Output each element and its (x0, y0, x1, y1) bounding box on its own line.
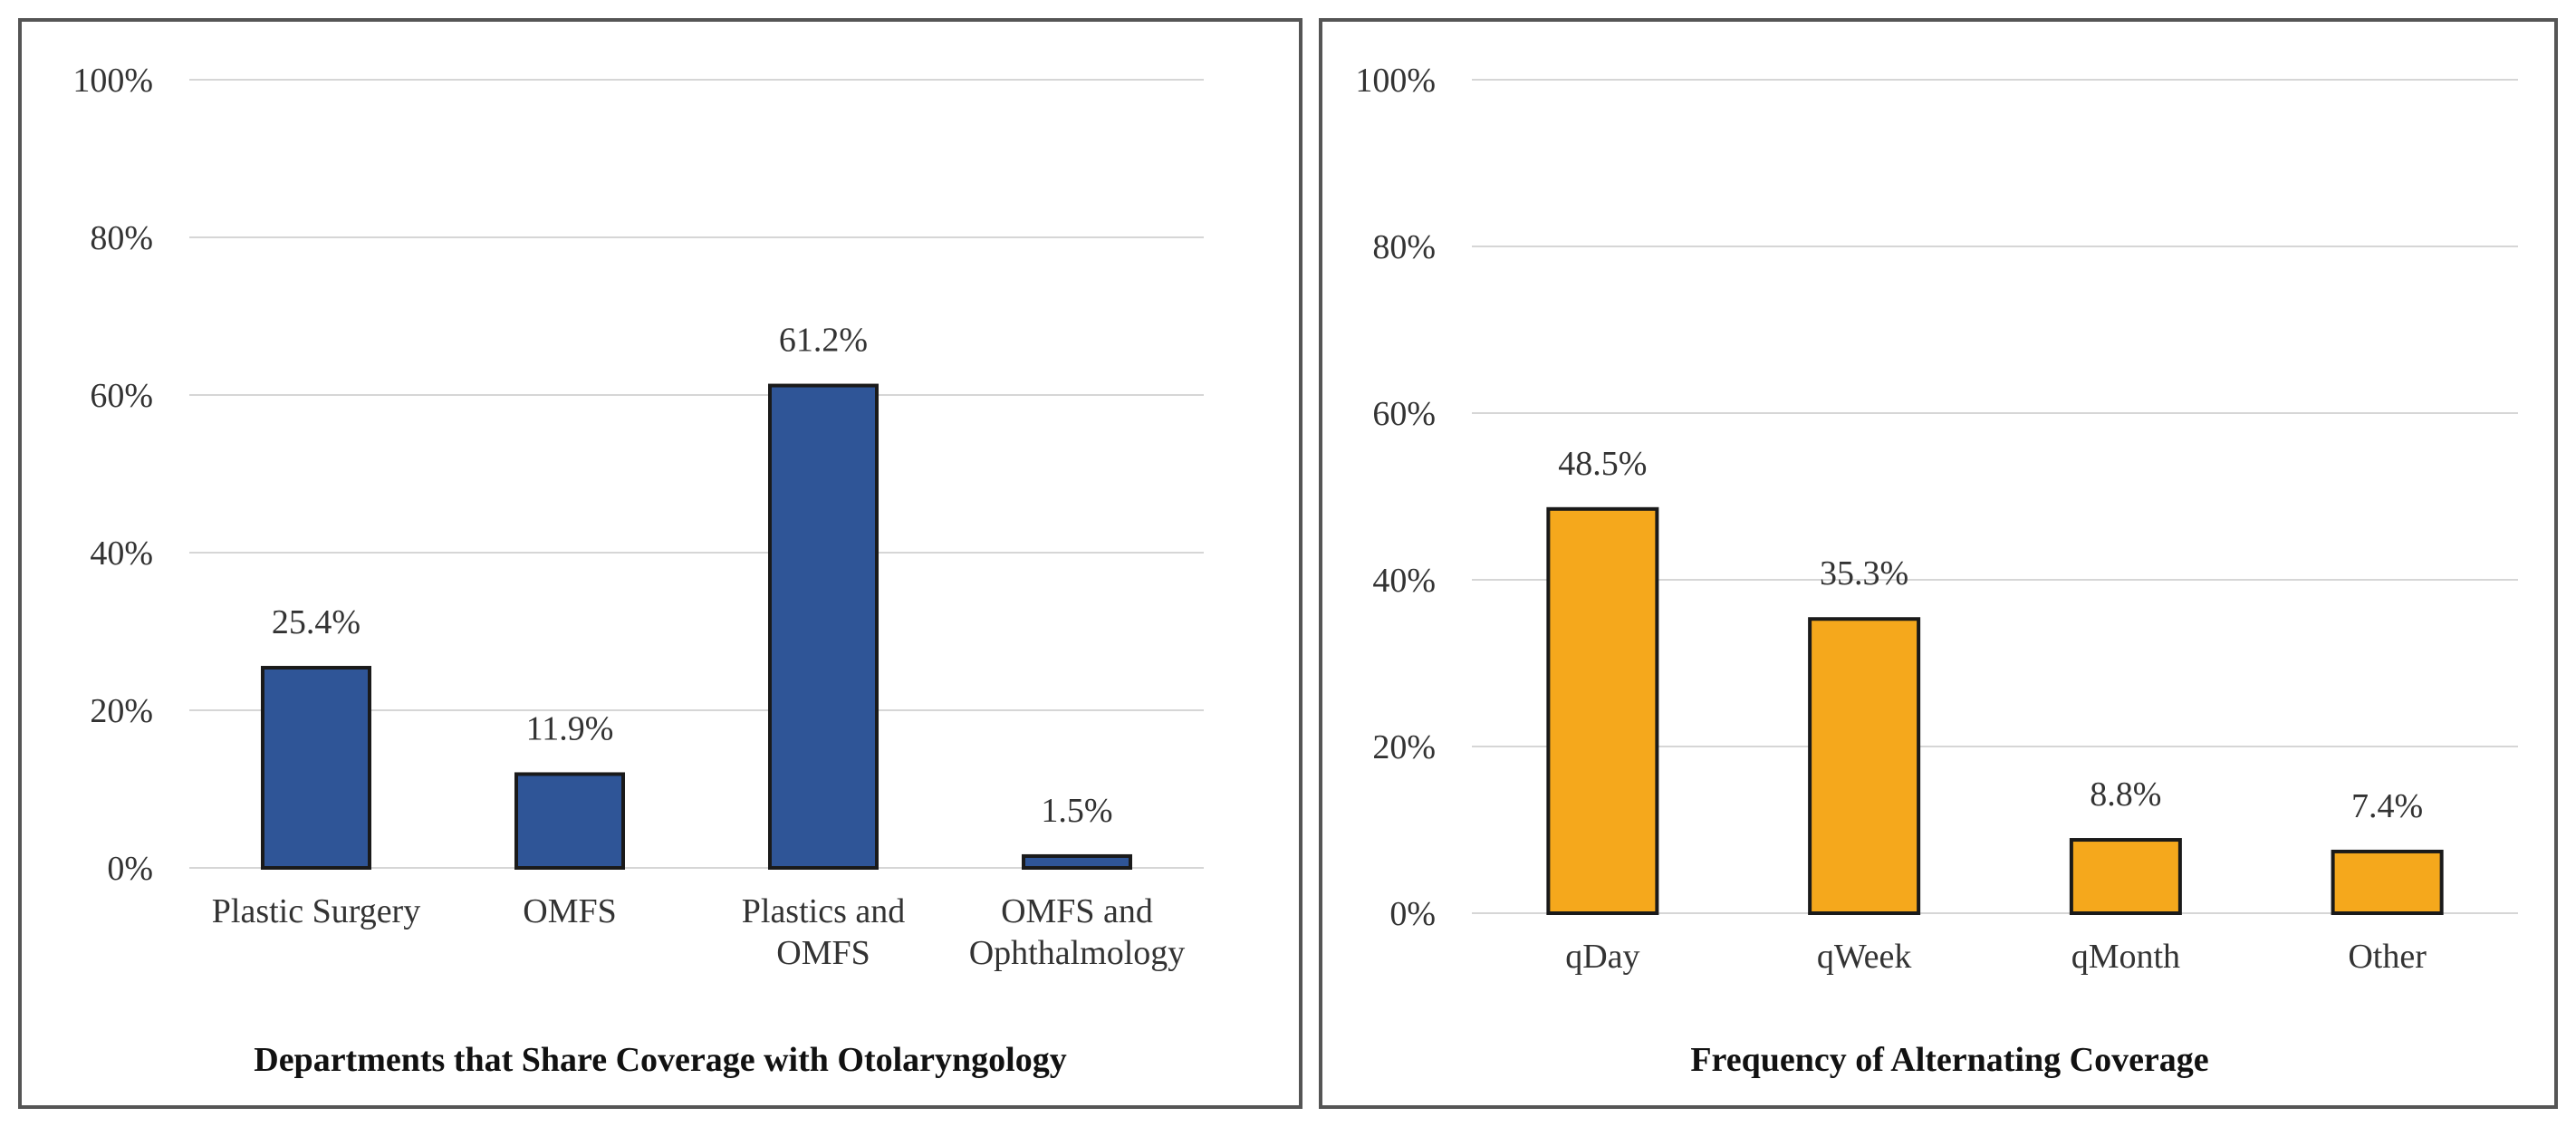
x-axis-title: Departments that Share Coverage with Oto… (254, 1041, 1066, 1079)
bar (2069, 838, 2182, 915)
bar (261, 666, 371, 871)
category-label: qDay (1565, 938, 1639, 976)
category-label: qWeek (1817, 938, 1912, 976)
y-tick-label: 80% (1372, 228, 1436, 266)
data-label: 61.2% (779, 322, 868, 360)
y-tick-label: 80% (90, 219, 153, 257)
left-chart-panel: 0% 20% 40% 60% 80% 100% 25.4% Plastic Surgery 11… (18, 18, 1302, 1109)
y-tick-label: 20% (90, 692, 153, 730)
y-tick-label: 20% (1372, 728, 1436, 766)
data-label: 35.3% (1820, 554, 1908, 592)
data-label: 25.4% (272, 603, 360, 641)
category-label: qMonth (2071, 938, 2180, 976)
departments-bar-chart: 0% 20% 40% 60% 80% 100% 25.4% Plastic Surgery 11… (72, 62, 1204, 1079)
y-tick-label: 100% (72, 62, 153, 100)
right-chart-panel: 0% 20% 40% 60% 80% 100% 48.5% qDay 35.3% qWeek 8.8… (1319, 18, 2558, 1109)
x-axis-title: Frequency of Alternating Coverage (1690, 1041, 2208, 1079)
bar (1546, 506, 1659, 915)
data-label: 11.9% (526, 709, 614, 747)
bar (1022, 853, 1132, 871)
bar (514, 772, 625, 870)
y-tick-label: 100% (1355, 62, 1436, 100)
category-label: Plastic Surgery (212, 892, 420, 930)
category-label: OMFS (776, 934, 870, 972)
y-tick-label: 0% (1389, 895, 1436, 933)
y-tick-label: 0% (107, 850, 153, 888)
y-tick-label: 60% (90, 377, 153, 415)
y-tick-label: 40% (1372, 562, 1436, 600)
data-label: 48.5% (1558, 445, 1647, 483)
bar (768, 383, 879, 870)
category-label: Ophthalmology (969, 934, 1186, 972)
data-label: 1.5% (1041, 792, 1112, 830)
data-label: 8.8% (2090, 775, 2161, 814)
bar (1808, 617, 1921, 915)
y-tick-label: 40% (90, 535, 153, 573)
data-label: 7.4% (2351, 787, 2423, 825)
y-tick-label: 60% (1372, 395, 1436, 433)
bar (2331, 849, 2444, 915)
category-label: Plastics and (742, 892, 905, 930)
category-label: OMFS and (1001, 892, 1153, 930)
category-label: OMFS (523, 892, 617, 930)
frequency-bar-chart: 0% 20% 40% 60% 80% 100% 48.5% qDay 35.3% qWeek 8.8… (1355, 62, 2518, 1079)
category-label: Other (2348, 938, 2427, 976)
